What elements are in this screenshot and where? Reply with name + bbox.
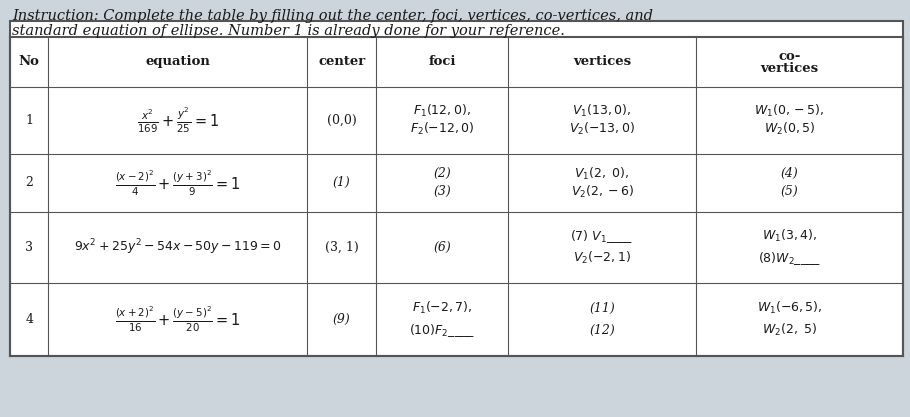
Text: (12): (12) [589,324,615,337]
Text: vertices: vertices [761,62,819,75]
Text: $\frac{(x-2)^2}{4}+\frac{(y+3)^2}{9}=1$: $\frac{(x-2)^2}{4}+\frac{(y+3)^2}{9}=1$ [115,168,241,198]
Text: $V_2(-13,0)$: $V_2(-13,0)$ [569,121,635,137]
Text: foci: foci [429,55,456,68]
Text: $W_1(3,4),$: $W_1(3,4),$ [762,229,817,244]
Text: standard equation of ellipse. Number 1 is already done for your reference.: standard equation of ellipse. Number 1 i… [12,24,565,38]
Text: (6): (6) [433,241,451,254]
Text: (3, 1): (3, 1) [325,241,359,254]
Text: 1: 1 [25,113,33,127]
Text: (11): (11) [589,302,615,315]
Text: $(8)W_2$____: $(8)W_2$____ [758,250,821,267]
Text: $V_2(-2,1)$: $V_2(-2,1)$ [573,250,631,266]
Text: center: center [318,55,366,68]
Text: (4): (4) [781,167,798,181]
Text: No: No [19,55,40,68]
Text: vertices: vertices [573,55,632,68]
Text: Instruction: Complete the table by filling out the center, foci, vertices, co-ve: Instruction: Complete the table by filli… [12,9,653,23]
Text: $W_1(0,-5),$: $W_1(0,-5),$ [754,103,824,119]
Text: equation: equation [146,55,210,68]
Text: (3): (3) [433,186,451,198]
Text: $\frac{(x+2)^2}{16}+\frac{(y-5)^2}{20}=1$: $\frac{(x+2)^2}{16}+\frac{(y-5)^2}{20}=1… [115,305,241,334]
Text: $(7)\ V_1$____: $(7)\ V_1$____ [571,228,633,245]
Text: (0,0): (0,0) [327,113,357,127]
Text: $W_2(2,\ 5)$: $W_2(2,\ 5)$ [762,322,817,339]
Text: (2): (2) [433,167,451,181]
Text: $V_1(2,\ 0),$: $V_1(2,\ 0),$ [574,166,630,182]
Text: 4: 4 [25,313,33,326]
Text: $F_1(-2,7),$: $F_1(-2,7),$ [412,300,472,317]
Text: $F_1(12,0),$: $F_1(12,0),$ [413,103,471,119]
Text: $W_2(0,5)$: $W_2(0,5)$ [764,121,815,137]
Text: 2: 2 [25,176,33,189]
Text: $F_2(-12,0)$: $F_2(-12,0)$ [410,121,474,137]
Text: $W_1(-6,5),$: $W_1(-6,5),$ [757,300,823,317]
Text: $9x^2+25y^2-54x-50y-119=0$: $9x^2+25y^2-54x-50y-119=0$ [74,238,282,257]
Text: 3: 3 [25,241,33,254]
Text: $\frac{x^2}{169}+\frac{y^2}{25}=1$: $\frac{x^2}{169}+\frac{y^2}{25}=1$ [136,106,219,135]
Text: co-: co- [778,50,801,63]
Bar [10,21,903,356]
Text: (1): (1) [333,176,350,189]
Text: (9): (9) [333,313,350,326]
Text: (5): (5) [781,186,798,198]
Text: $(10)F_2$____: $(10)F_2$____ [410,322,475,339]
Text: $V_2(2,-6)$: $V_2(2,-6)$ [571,184,633,200]
Text: $V_1(13,0),$: $V_1(13,0),$ [572,103,632,119]
